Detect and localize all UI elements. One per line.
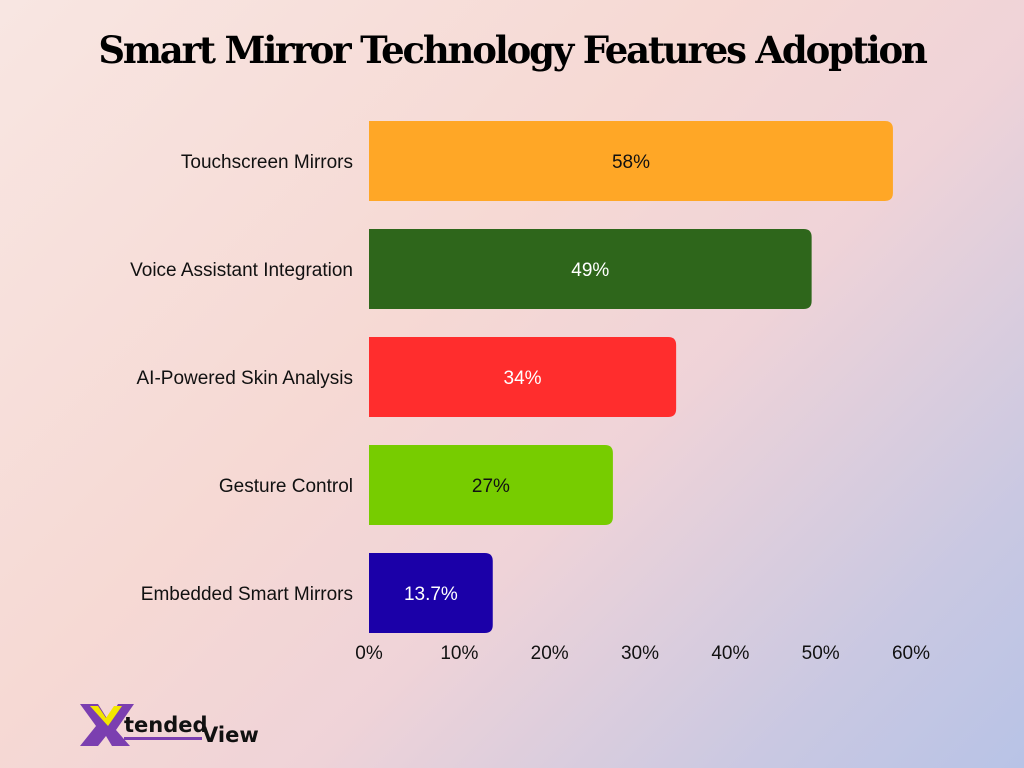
data-label: 27% <box>472 476 510 497</box>
category-label: Embedded Smart Mirrors <box>141 584 353 605</box>
x-tick-label: 60% <box>892 643 930 664</box>
svg-text:View: View <box>202 723 259 747</box>
chart-title: Smart Mirror Technology Features Adoptio… <box>98 28 928 72</box>
bar <box>369 121 893 201</box>
xtendedview-logo: tended View <box>80 704 259 747</box>
data-label: 13.7% <box>404 584 458 605</box>
x-tick-label: 30% <box>621 643 659 664</box>
bar <box>369 337 677 417</box>
bar <box>369 229 812 309</box>
bar <box>369 445 613 525</box>
category-label: Gesture Control <box>219 476 353 497</box>
data-label: 49% <box>571 260 609 281</box>
category-label: Voice Assistant Integration <box>130 260 353 281</box>
x-tick-label: 0% <box>355 643 383 664</box>
category-label: AI-Powered Skin Analysis <box>137 368 354 389</box>
data-label: 34% <box>504 368 542 389</box>
data-label: 58% <box>612 152 650 173</box>
x-tick-label: 10% <box>440 643 478 664</box>
x-tick-label: 50% <box>802 643 840 664</box>
bar <box>369 553 493 633</box>
x-tick-label: 40% <box>711 643 749 664</box>
category-label: Touchscreen Mirrors <box>181 152 353 173</box>
x-tick-label: 20% <box>531 643 569 664</box>
svg-text:tended: tended <box>124 713 208 737</box>
